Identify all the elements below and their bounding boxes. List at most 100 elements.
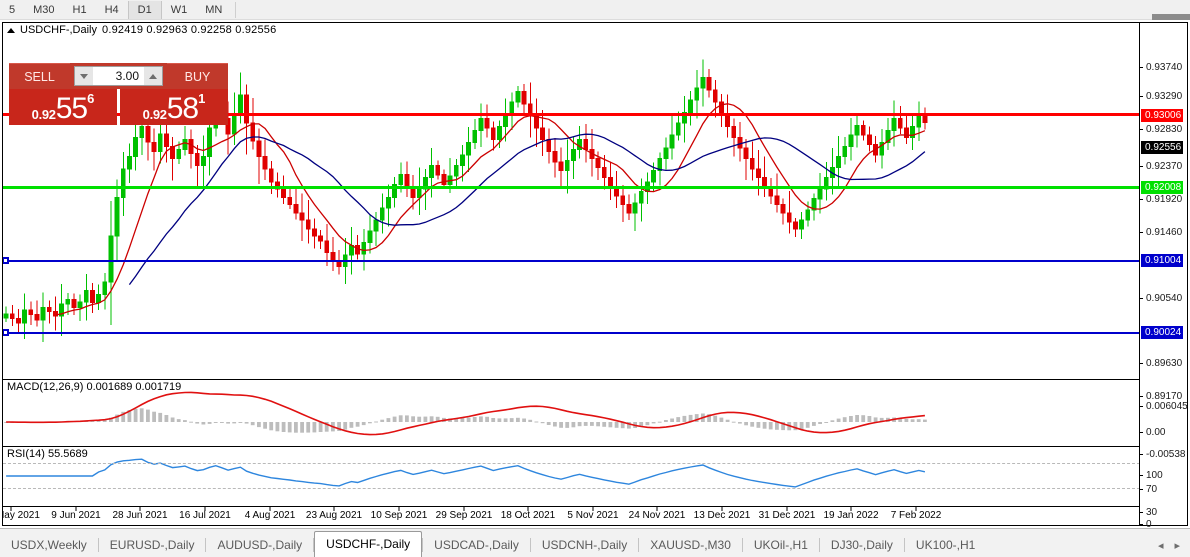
collapse-caret-icon[interactable] — [7, 27, 15, 33]
time-axis-ticks — [10, 507, 917, 511]
price-tick: 0.93740 — [1140, 62, 1188, 74]
time-axis[interactable]: 21 May 2021 9 Jun 2021 28 Jun 2021 16 Jul 2… — [3, 506, 1140, 525]
time-axis-label: 5 Nov 2021 — [567, 510, 619, 521]
timeframe-button-w1[interactable]: W1 — [170, 3, 188, 16]
chart-window: USDCHF-,Daily 0.92419 0.92963 0.92258 0.… — [2, 22, 1188, 530]
rsi-pane[interactable]: RSI(14) 55.5689 — [3, 446, 1140, 505]
chart-symbol-label: USDCHF-,Daily — [20, 24, 97, 36]
chevron-down-icon — [80, 73, 88, 79]
chart-tab-usdchf-daily[interactable]: USDCHF-,Daily — [314, 531, 423, 557]
price-tick: 0.89170 — [1140, 391, 1188, 403]
chart-tab-ukoil-h1[interactable]: UKOil-,H1 — [753, 538, 808, 552]
macd-pane[interactable]: MACD(12,26,9) 0.001689 0.001719 — [3, 379, 1140, 445]
chart-tab-usdx-weekly[interactable]: USDX,Weekly — [11, 538, 87, 552]
price-tick: 0.92830 — [1140, 124, 1188, 136]
resistance-line-093006[interactable] — [3, 113, 1140, 116]
tab-scroll-left-icon[interactable]: ◂ — [1157, 540, 1164, 552]
level-line-091004[interactable] — [3, 257, 1140, 264]
buy-price-fraction: 1 — [198, 91, 206, 106]
time-axis-label: 19 Jan 2022 — [823, 510, 879, 521]
chart-tab-usdcad-daily[interactable]: USDCAD-,Daily — [434, 538, 519, 552]
timeframe-button-h1[interactable]: H1 — [72, 3, 87, 16]
rsi-level-30 — [3, 488, 1140, 489]
chart-tab-usdcnh-daily[interactable]: USDCNH-,Daily — [541, 538, 628, 552]
chart-header: USDCHF-,Daily 0.92419 0.92963 0.92258 0.… — [3, 23, 276, 37]
price-pane[interactable] — [3, 23, 1140, 378]
time-axis-label: 29 Sep 2021 — [435, 510, 493, 521]
chart-tab-dj30-daily[interactable]: DJ30-,Daily — [830, 538, 893, 552]
rsi-level-70 — [3, 463, 1140, 464]
price-badge-support[interactable]: 0.92008 — [1141, 181, 1184, 194]
price-tick: 0.90540 — [1140, 293, 1188, 305]
rsi-scale-70: 70 — [1140, 484, 1188, 496]
buy-button[interactable]: BUY — [167, 63, 228, 89]
chart-ohlc-values: 0.92419 0.92963 0.92258 0.92556 — [102, 24, 277, 36]
buy-price-main: 58 — [166, 92, 199, 125]
sell-price-main: 55 — [55, 92, 88, 125]
sell-button[interactable]: SELL — [9, 63, 70, 89]
rsi-scale-100: 100 — [1140, 470, 1188, 482]
rsi-label: RSI(14) 55.5689 — [7, 448, 88, 460]
chart-tab-eurusd-daily[interactable]: EURUSD-,Daily — [109, 538, 195, 552]
tab-scroll-right-icon[interactable]: ▸ — [1174, 540, 1180, 552]
oct-prices-row: 0.92 55 6 0.92 58 1 — [9, 89, 228, 125]
timeframe-button-d1[interactable]: D1 — [127, 0, 162, 19]
timeframe-button-h4[interactable]: H4 — [104, 3, 119, 16]
support-line-092008[interactable] — [3, 186, 1140, 189]
tab-divider — [205, 538, 207, 552]
volume-increment-button[interactable] — [144, 67, 162, 85]
time-axis-label: 10 Sep 2021 — [370, 510, 428, 521]
tab-scroll-arrows[interactable]: ◂ ▸ — [1158, 539, 1190, 557]
rsi-scale-0: 0 — [1140, 519, 1188, 531]
timeframe-button-mn[interactable]: MN — [205, 3, 223, 16]
time-axis-label: 21 May 2021 — [3, 510, 40, 521]
time-axis-label: 4 Aug 2021 — [244, 510, 296, 521]
buy-price-prefix: 0.92 — [142, 107, 167, 122]
rsi-scale-30: 30 — [1140, 507, 1188, 519]
macd-scale-max: 0.006045 — [1140, 401, 1188, 413]
price-badge-level[interactable]: 0.91004 — [1141, 254, 1184, 267]
sell-price-display[interactable]: 0.92 55 6 — [9, 89, 117, 125]
macd-scale-min: -0.00538 — [1140, 449, 1188, 461]
time-axis-label: 13 Dec 2021 — [693, 510, 751, 521]
line-handle[interactable] — [3, 329, 9, 336]
volume-input[interactable]: 3.00 — [115, 69, 139, 83]
one-click-trading-panel[interactable]: SELL 3.00 BUY 0.92 — [9, 63, 228, 125]
volume-input-wrap[interactable]: 3.00 — [74, 66, 163, 86]
rsi-plot — [6, 458, 926, 488]
price-tick: 0.89630 — [1140, 358, 1188, 370]
time-axis-label: 7 Feb 2022 — [890, 510, 942, 521]
buy-price-display[interactable]: 0.92 58 1 — [120, 89, 228, 125]
volume-control[interactable]: 3.00 — [70, 63, 167, 89]
timeframe-button-m5[interactable]: 5 — [9, 3, 16, 16]
price-tick: 0.91460 — [1140, 227, 1188, 239]
line-handle[interactable] — [3, 257, 9, 264]
macd-label: MACD(12,26,9) 0.001689 0.001719 — [7, 381, 182, 393]
toolbar-scrollbar[interactable] — [1152, 0, 1190, 20]
price-tick: 0.91920 — [1140, 194, 1188, 206]
tab-divider — [97, 538, 99, 552]
tab-divider — [741, 538, 743, 552]
chart-tab-xauusd-m30[interactable]: XAUUSD-,M30 — [650, 538, 731, 552]
time-axis-label: 24 Nov 2021 — [628, 510, 686, 521]
price-badge-last-price[interactable]: 0.92556 — [1141, 141, 1184, 154]
time-axis-label: 9 Jun 2021 — [51, 510, 101, 521]
level-line-090024[interactable] — [3, 329, 1140, 336]
time-axis-label: 28 Jun 2021 — [112, 510, 168, 521]
price-badge-resistance[interactable]: 0.93006 — [1141, 109, 1184, 122]
timeframe-button-m30[interactable]: M30 — [33, 3, 55, 16]
timeframe-toolbar: 5 M30 H1 H4 D1 W1 MN — [0, 0, 1190, 20]
chevron-up-icon — [149, 73, 157, 79]
price-scale[interactable]: 0.93740 0.93290 0.92830 0.92370 0.91920 0.914… — [1139, 23, 1188, 530]
price-badge-level[interactable]: 0.90024 — [1141, 326, 1184, 339]
tab-divider — [422, 538, 424, 552]
toolbar-divider — [235, 1, 237, 18]
sell-price-fraction: 6 — [87, 91, 95, 106]
sell-price-prefix: 0.92 — [31, 107, 56, 122]
macd-plot — [4, 391, 927, 436]
chart-tab-audusd-daily[interactable]: AUDUSD-,Daily — [217, 538, 303, 552]
time-axis-label: 18 Oct 2021 — [500, 510, 556, 521]
time-axis-label: 31 Dec 2021 — [758, 510, 816, 521]
volume-decrement-button[interactable] — [75, 67, 93, 85]
chart-tab-uk100-h1[interactable]: UK100-,H1 — [915, 538, 976, 552]
